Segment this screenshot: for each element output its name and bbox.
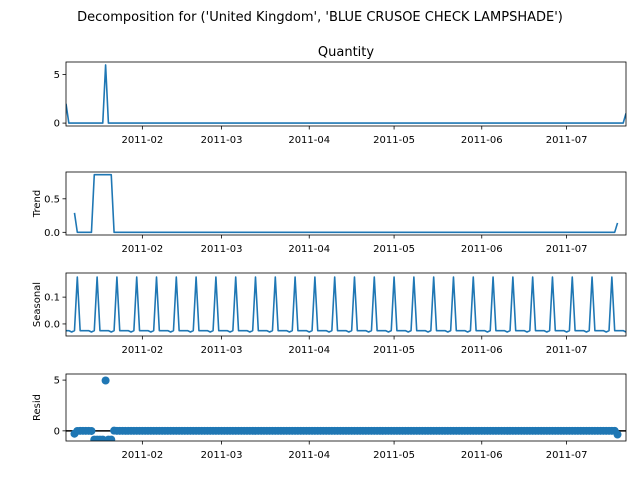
figure-title: Decomposition for ('United Kingdom', 'BL… — [77, 10, 563, 25]
y-tick-label: 0.0 — [44, 228, 60, 239]
x-tick-label: 2011-02 — [121, 135, 163, 146]
x-tick-label: 2011-06 — [461, 135, 503, 146]
resid-point — [107, 435, 116, 441]
panel-4: Resid 0 5 2011-02 2011-03 2011-04 2011-05 2011-… — [32, 373, 627, 461]
x-tick-label: 2011-03 — [201, 244, 243, 255]
axes-frame — [65, 373, 627, 442]
x-tick-label: 2011-02 — [121, 345, 163, 356]
plot-area — [66, 64, 626, 124]
x-tick-label: 2011-06 — [461, 345, 503, 356]
y-tick-label: 5 — [54, 70, 60, 81]
panel-3: Seasonal 0.0 0.1 2011-02 2011-03 2011-04 2011-… — [32, 272, 627, 356]
y-tick-label: 0.1 — [44, 293, 60, 304]
x-tick-label: 2011-05 — [373, 450, 415, 461]
x-tick-label: 2011-05 — [373, 345, 415, 356]
x-tick-label: 2011-04 — [288, 244, 330, 255]
y-axis-label: Seasonal — [32, 282, 43, 327]
x-tick-label: 2011-02 — [121, 244, 163, 255]
x-tick-label: 2011-07 — [546, 450, 588, 461]
y-tick-label: 5 — [54, 376, 60, 387]
x-tick-label: 2011-07 — [546, 135, 588, 146]
resid-point — [613, 430, 622, 439]
x-tick-label: 2011-05 — [373, 135, 415, 146]
axes-frame — [65, 171, 627, 236]
series-line — [66, 64, 626, 124]
axes-frame — [65, 272, 627, 337]
y-axis-label: Resid — [32, 394, 43, 421]
y-tick-label: 0 — [54, 119, 60, 130]
y-tick-label: 0.5 — [44, 194, 60, 205]
x-tick-label: 2011-04 — [288, 450, 330, 461]
resid-point — [101, 376, 110, 385]
y-axis-label: Trend — [32, 190, 43, 218]
x-tick-label: 2011-06 — [461, 244, 503, 255]
axes-frame — [65, 61, 627, 127]
plot-area — [66, 276, 626, 333]
series-line — [73, 173, 619, 234]
panel-title: Quantity — [318, 45, 374, 60]
y-tick-label: 0.0 — [44, 319, 60, 330]
x-tick-label: 2011-03 — [201, 345, 243, 356]
x-tick-label: 2011-03 — [201, 450, 243, 461]
x-tick-label: 2011-03 — [201, 135, 243, 146]
plot-area — [66, 376, 626, 441]
x-tick-label: 2011-02 — [121, 450, 163, 461]
x-tick-label: 2011-05 — [373, 244, 415, 255]
plot-area — [73, 173, 619, 234]
x-tick-label: 2011-04 — [288, 135, 330, 146]
resid-point — [87, 426, 96, 435]
x-tick-label: 2011-06 — [461, 450, 503, 461]
series-line — [66, 276, 626, 333]
panel-1: Quantity 0 5 2011-02 2011-03 2011-04 2011-05 20… — [54, 45, 627, 146]
y-tick-label: 0 — [54, 426, 60, 437]
x-tick-label: 2011-07 — [546, 345, 588, 356]
x-tick-label: 2011-04 — [288, 345, 330, 356]
x-tick-label: 2011-07 — [546, 244, 588, 255]
